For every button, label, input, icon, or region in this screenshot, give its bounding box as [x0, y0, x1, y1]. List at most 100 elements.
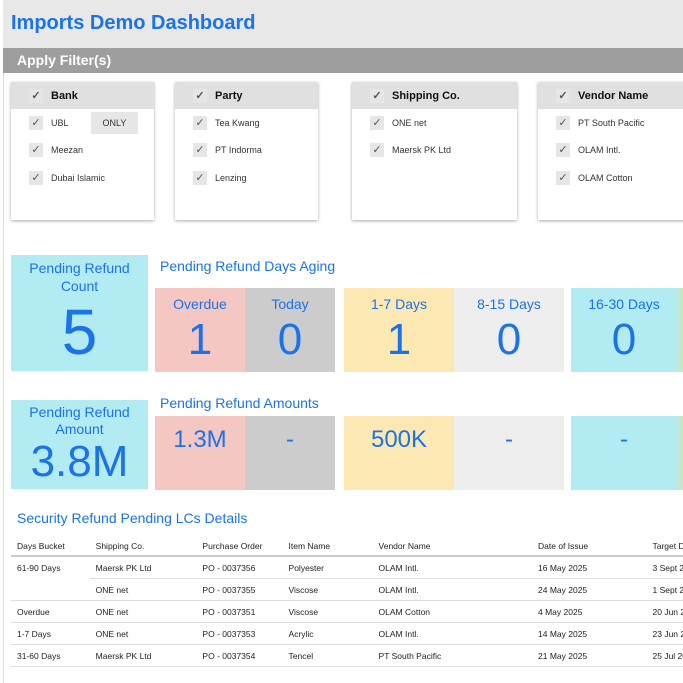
table-cell: 61-90 Days — [17, 562, 61, 573]
column-header[interactable]: Shipping Co. — [89, 537, 197, 557]
column-header[interactable]: Date of Issue — [532, 537, 647, 557]
amount-tile: 1.3M — [155, 416, 245, 490]
check-icon[interactable]: ✓ — [29, 88, 43, 103]
check-icon[interactable]: ✓ — [29, 170, 43, 185]
check-icon[interactable]: ✓ — [556, 115, 570, 130]
filter-option[interactable]: ✓ UBL ONLY — [11, 109, 154, 137]
filter-option[interactable]: ✓ OLAM Intl. — [538, 137, 683, 165]
filter-card-0: ✓ Bank ✓ UBL ONLY ✓ Meezan ✓ Dubai Islamic — [11, 82, 154, 220]
amount-tile: - — [454, 416, 564, 490]
table-cell: ONE net — [89, 622, 197, 645]
table-row[interactable]: Overdue ONE net PO - 0037351 Viscose OLAM Co… — [11, 600, 683, 623]
filter-header[interactable]: ✓ Bank — [11, 82, 154, 109]
tile-label: Today — [271, 296, 309, 312]
filter-option[interactable]: ✓ PT South Pacific — [538, 109, 683, 137]
option-label: Meezan — [51, 145, 84, 156]
tile-label: 1-7 Days — [370, 296, 428, 312]
filter-option[interactable]: ✓ PT Indorma — [175, 137, 318, 165]
filter-header[interactable]: ✓ Shipping Co. — [352, 82, 517, 109]
tile-value: - — [505, 426, 513, 453]
amount-tile: 500K — [344, 416, 454, 490]
kpi-label: Pending Refund Count — [29, 260, 130, 294]
tile-value: - — [286, 426, 294, 453]
table-cell: PO - 0037355 — [196, 578, 283, 601]
check-icon[interactable]: ✓ — [193, 143, 207, 158]
table-cell: 21 May 2025 — [532, 644, 647, 667]
table-row[interactable]: 61-90 Days Maersk PK Ltd PO - 0037356 Polye… — [11, 556, 683, 579]
filter-option[interactable]: ✓ Tea Kwang — [175, 109, 318, 137]
column-header[interactable]: Item Name — [282, 537, 373, 557]
tile-value: 500K — [370, 426, 428, 453]
tile-value: 1.3M — [173, 426, 227, 453]
option-label: PT South Pacific — [578, 117, 645, 128]
pending-refund-amount-kpi: Pending Refund Amount 3.8M — [11, 400, 148, 489]
check-icon[interactable]: ✓ — [193, 88, 207, 103]
filter-option[interactable]: ✓ OLAM Cotton — [538, 164, 683, 192]
check-icon[interactable]: ✓ — [556, 170, 570, 185]
filter-header[interactable]: ✓ Party — [175, 82, 318, 109]
table-title: Security Refund Pending LCs Details — [17, 510, 248, 526]
option-label: UBL — [51, 117, 69, 128]
filter-option[interactable]: ✓ Meezan — [11, 137, 154, 165]
check-icon[interactable]: ✓ — [193, 170, 207, 185]
filter-header[interactable]: ✓ Vendor Name — [538, 82, 683, 109]
tile-value: 0 — [611, 315, 637, 364]
table-cell: 20 Jun 202 — [646, 600, 683, 623]
option-label: OLAM Cotton — [578, 172, 633, 183]
header-bar — [3, 0, 683, 48]
amount-tile: - — [245, 416, 335, 490]
table-row[interactable]: 1-7 Days ONE net PO - 0037353 Acrylic OLAM I… — [11, 622, 683, 645]
table-cell: Acrylic — [282, 622, 373, 645]
check-icon[interactable]: ✓ — [193, 115, 207, 130]
option-label: Lenzing — [215, 172, 247, 183]
table-cell: Tencel — [282, 644, 373, 667]
table-cell: OLAM Intl. — [372, 578, 532, 601]
table-cell: 24 May 2025 — [532, 578, 647, 601]
check-icon[interactable]: ✓ — [556, 143, 570, 158]
filter-option[interactable]: ✓ ONE net — [352, 109, 517, 137]
page-title: Imports Demo Dashboard — [11, 12, 256, 34]
filter-card-2: ✓ Shipping Co. ✓ ONE net ✓ Maersk PK Ltd — [352, 82, 517, 220]
table-cell: ONE net — [89, 578, 197, 601]
amount-tile-partial — [677, 416, 683, 490]
column-header[interactable]: Target Dat — [646, 537, 683, 557]
check-icon[interactable]: ✓ — [370, 115, 384, 130]
table-row[interactable]: 31-60 Days Maersk PK Ltd PO - 0037354 Tence… — [11, 644, 683, 667]
table-cell: PO - 0037351 — [196, 600, 283, 623]
kpi-value: 5 — [61, 296, 98, 368]
table-cell: ONE net — [89, 600, 197, 623]
filter-title: Shipping Co. — [392, 89, 460, 102]
table-cell: Maersk PK Ltd — [89, 556, 197, 579]
check-icon[interactable]: ✓ — [370, 143, 384, 158]
tile-label: Overdue — [173, 296, 227, 312]
filter-option[interactable]: ✓ Maersk PK Ltd — [352, 137, 517, 165]
option-label: Dubai Islamic — [51, 172, 106, 183]
check-icon[interactable]: ✓ — [29, 143, 43, 158]
table-cell: PO - 0037353 — [196, 622, 283, 645]
column-header[interactable]: Vendor Name — [372, 537, 532, 557]
check-icon[interactable]: ✓ — [556, 88, 570, 103]
filter-option[interactable]: ✓ Lenzing — [175, 164, 318, 192]
table-cell: 1 Sept 202 — [646, 578, 683, 601]
aging-title: Pending Refund Days Aging — [160, 258, 336, 274]
table-cell: 1-7 Days — [11, 622, 90, 645]
filter-title: Bank — [51, 89, 78, 102]
tile-value: - — [620, 426, 628, 453]
tile-value: 1 — [386, 315, 412, 364]
option-label: OLAM Intl. — [578, 145, 621, 156]
only-button[interactable]: ONLY — [90, 111, 139, 134]
table-cell: Viscose — [282, 600, 373, 623]
filter-option[interactable]: ✓ Dubai Islamic — [11, 164, 154, 192]
column-header[interactable]: Days Bucket — [11, 537, 90, 557]
aging-tile: 8-15 Days 0 — [454, 288, 564, 372]
table-cell: 31-60 Days — [11, 644, 90, 667]
option-label: Maersk PK Ltd — [392, 145, 452, 156]
check-icon[interactable]: ✓ — [29, 115, 43, 130]
kpi-label: Pending Refund Amount — [29, 404, 130, 437]
filter-card-3: ✓ Vendor Name ✓ PT South Pacific ✓ OLAM Intl.… — [538, 82, 683, 220]
check-icon[interactable]: ✓ — [370, 88, 384, 103]
filter-label: Apply Filter(s) — [17, 52, 112, 68]
column-header[interactable]: Purchase Order — [196, 537, 283, 557]
filter-title: Vendor Name — [578, 89, 649, 102]
table-row[interactable]: ONE net PO - 0037355 Viscose OLAM Intl. 24 M… — [11, 578, 683, 601]
